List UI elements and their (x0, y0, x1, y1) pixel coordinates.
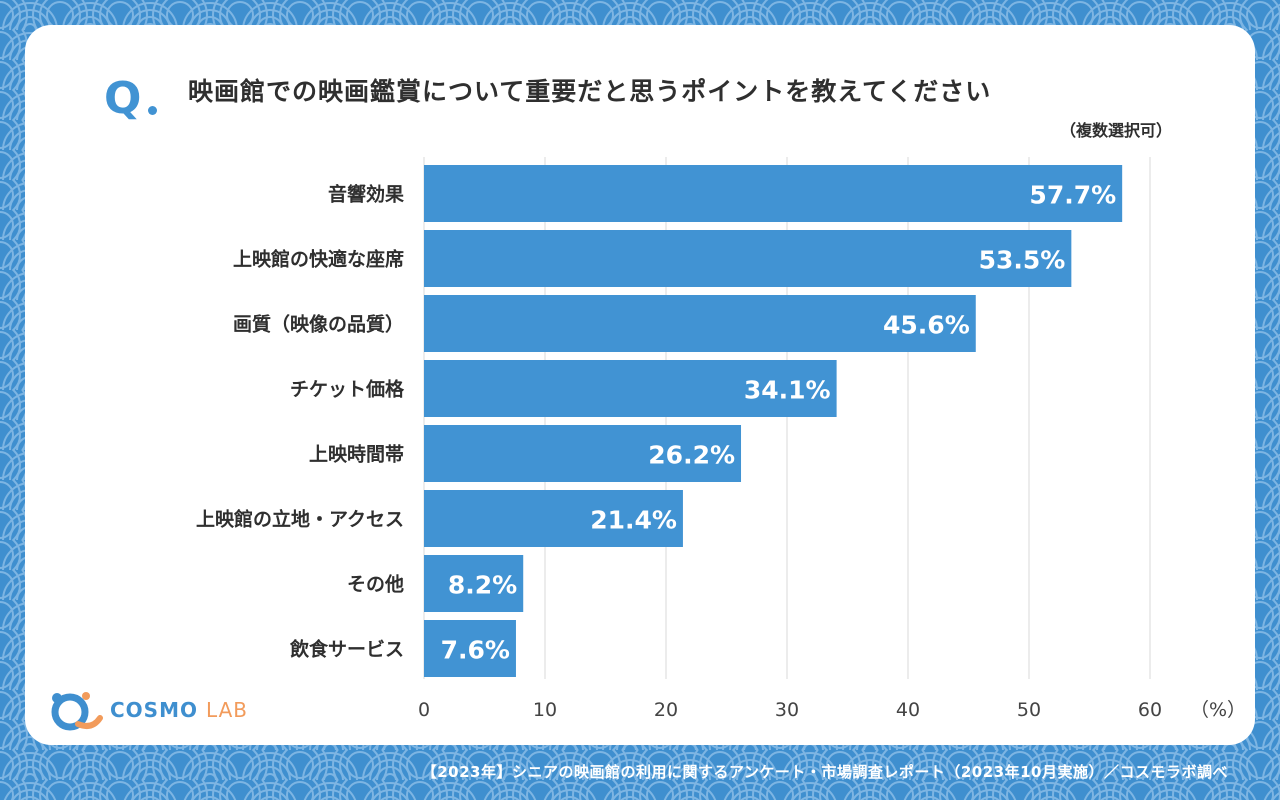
bar (424, 165, 1123, 222)
category-label: 画質（映像の品質） (233, 313, 404, 336)
category-label: その他 (347, 573, 404, 596)
bar-value-label: 26.2% (648, 441, 735, 470)
logo-mark-icon (51, 692, 103, 731)
bar (424, 295, 976, 352)
bar-value-label: 34.1% (744, 376, 831, 405)
x-tick-label: 50 (1017, 699, 1041, 721)
category-label: 音響効果 (328, 183, 404, 206)
x-unit-label: （%） (1190, 699, 1246, 721)
question-mark: Q (104, 73, 142, 124)
x-tick-label: 40 (896, 699, 920, 721)
category-label: 上映時間帯 (309, 443, 404, 466)
logo-text-cosmo: COSMO (110, 698, 198, 722)
category-label: 飲食サービス (289, 638, 404, 661)
x-tick-label: 60 (1138, 699, 1162, 721)
bar (424, 425, 742, 482)
logo-text: COSMO LAB (110, 698, 248, 722)
category-label: チケット価格 (290, 378, 405, 401)
bar-value-label: 8.2% (448, 571, 517, 600)
bar (424, 360, 837, 417)
bar-value-label: 53.5% (979, 246, 1066, 275)
bar (424, 555, 524, 612)
bar-value-label: 57.7% (1029, 181, 1116, 210)
x-tick-label: 10 (533, 699, 557, 721)
category-label: 上映館の立地・アクセス (196, 508, 404, 531)
bar (424, 230, 1072, 287)
chart-title: 映画館での映画鑑賞について重要だと思うポイントを教えてください (188, 77, 992, 106)
x-tick-label: 30 (775, 699, 799, 721)
logo-text-lab: LAB (205, 698, 248, 722)
chart-subtitle: （複数選択可） (1059, 121, 1172, 140)
bar-value-label: 21.4% (590, 506, 677, 535)
cosmo-lab-logo: COSMO LAB (48, 688, 248, 732)
category-label: 上映館の快適な座席 (233, 248, 404, 271)
x-tick-label: 0 (418, 699, 430, 721)
bar-value-label: 45.6% (883, 311, 970, 340)
bar (424, 620, 516, 677)
question-dot (148, 106, 157, 115)
bar-value-label: 7.6% (441, 636, 510, 665)
source-footer: 【2023年】シニアの映画館の利用に関するアンケート・市場調査レポート（2023… (421, 763, 1228, 781)
x-tick-label: 20 (654, 699, 678, 721)
bar (424, 490, 683, 547)
